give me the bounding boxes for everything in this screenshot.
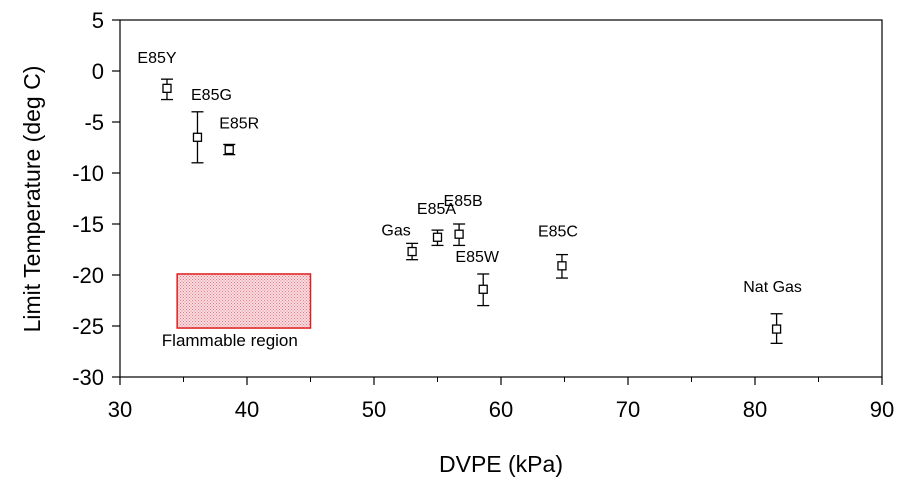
data-point-e85a: E85A — [417, 201, 456, 247]
data-point-e85w: E85W — [455, 249, 500, 307]
flammable-region — [176, 273, 312, 329]
y-axis-title: Limit Temperature (deg C) — [19, 66, 45, 333]
point-label: Gas — [381, 222, 410, 239]
square-marker — [432, 232, 443, 242]
x-tick-label: 40 — [235, 397, 259, 422]
y-tick-label: -5 — [84, 110, 104, 135]
point-label: E85A — [417, 201, 456, 218]
x-axis-title: DVPE (kPa) — [439, 451, 563, 477]
square-marker — [454, 229, 464, 239]
y-tick-label: 0 — [92, 59, 104, 84]
x-tick-label: 90 — [870, 397, 894, 422]
data-point-nat-gas: Nat Gas — [743, 279, 802, 344]
square-marker — [407, 246, 417, 257]
point-label: Nat Gas — [743, 279, 802, 296]
data-point-e85r: E85R — [219, 115, 259, 156]
point-label: E85W — [455, 249, 499, 266]
square-marker — [557, 261, 567, 271]
point-label: E85R — [219, 115, 259, 132]
x-tick-label: 80 — [743, 397, 767, 422]
x-tick-label: 70 — [616, 397, 640, 422]
y-tick-label: 5 — [92, 8, 104, 33]
square-marker — [192, 132, 203, 142]
data-point-gas: Gas — [381, 222, 419, 261]
x-tick-label: 60 — [489, 397, 513, 422]
y-tick-label: -30 — [72, 365, 104, 390]
square-marker — [224, 144, 234, 155]
y-tick-label: -25 — [72, 314, 104, 339]
point-label: E85C — [538, 224, 578, 241]
y-tick-label: -10 — [72, 161, 104, 186]
square-marker — [162, 83, 172, 93]
point-label: E85G — [191, 87, 232, 104]
x-tick-label: 30 — [108, 397, 132, 422]
flammable-region-label: Flammable region — [162, 331, 298, 350]
point-label: E85B — [444, 193, 483, 210]
y-tick-label: -15 — [72, 212, 104, 237]
data-point-e85b: E85B — [444, 193, 483, 247]
data-point-e85g: E85G — [191, 87, 232, 164]
square-marker — [771, 324, 782, 334]
square-marker — [478, 284, 488, 294]
point-label: E85Y — [137, 50, 176, 67]
y-tick-label: -20 — [72, 263, 104, 288]
data-point-e85y: E85Y — [137, 50, 177, 101]
x-tick-label: 50 — [362, 397, 386, 422]
data-point-e85c: E85C — [538, 224, 578, 279]
